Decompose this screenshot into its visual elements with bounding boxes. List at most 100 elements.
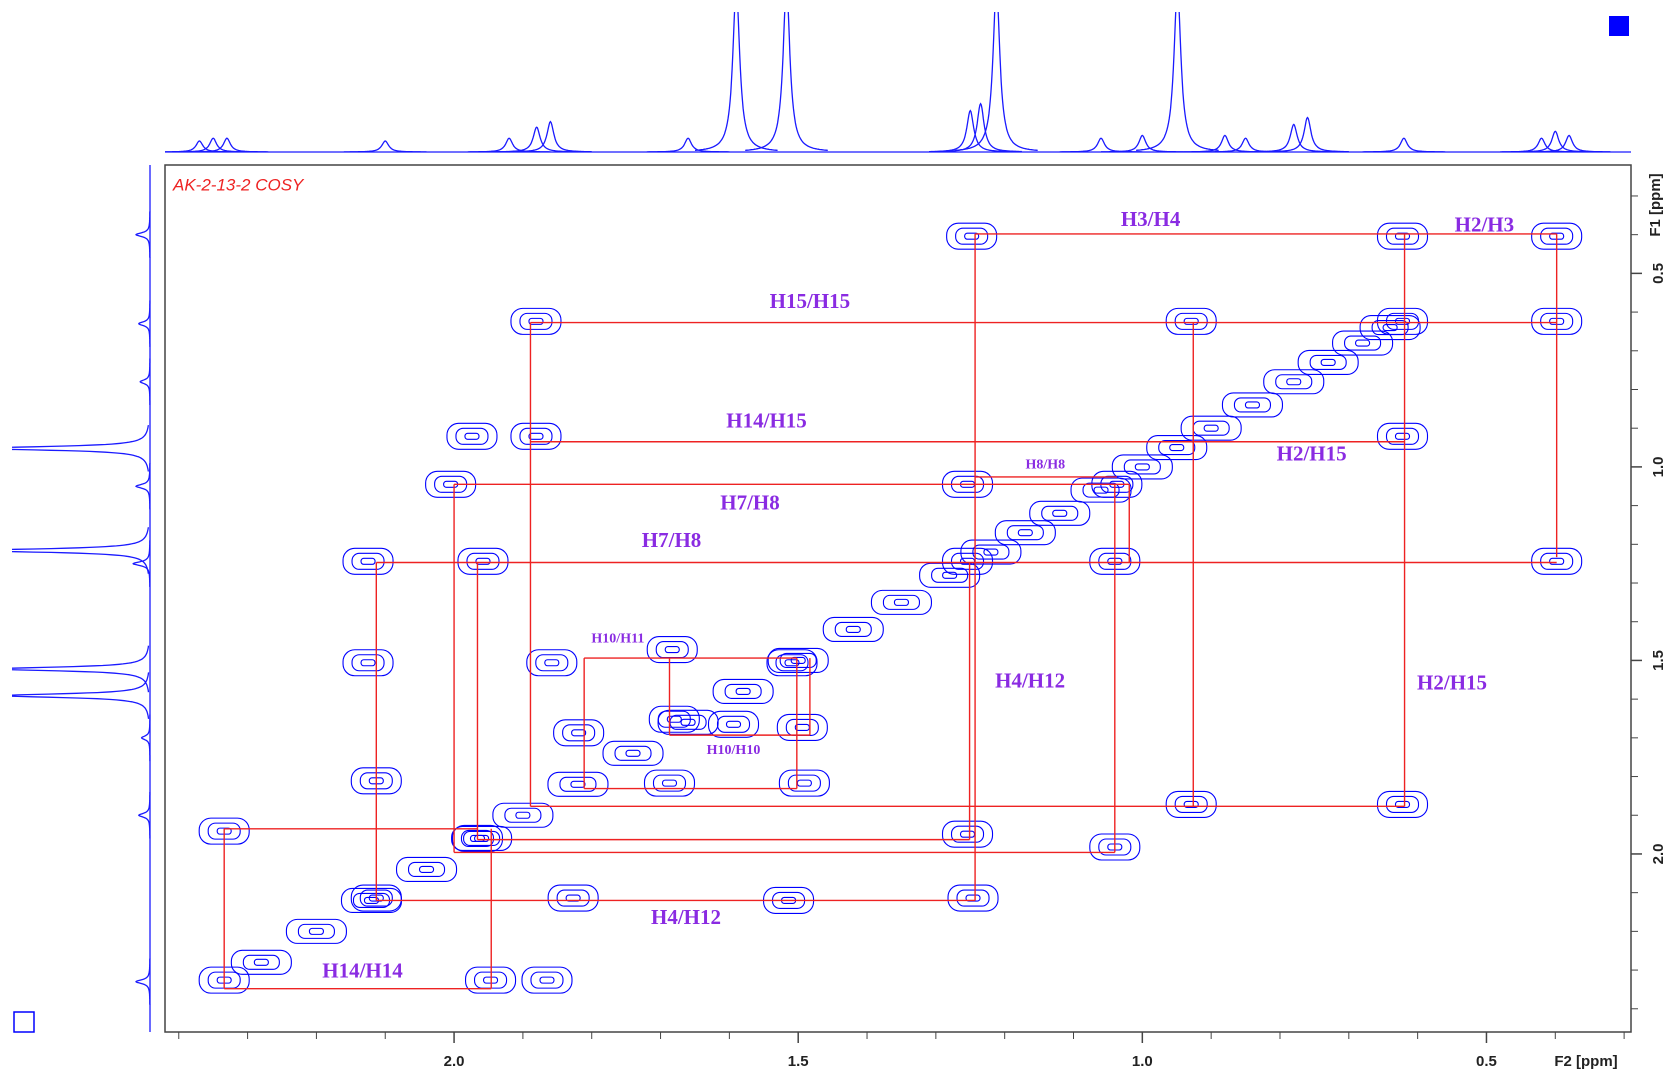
cross-peak-contour [1385,795,1420,813]
cross-peak-contour [959,830,976,838]
f1-peak [12,527,149,574]
diagonal-peak-contour [1233,397,1272,413]
cross-peak-contour [796,779,812,787]
cross-peak-contour [775,654,809,672]
diagonal-peak-contour [882,594,920,610]
f2-peak [1183,134,1267,153]
f2-peak [1362,137,1446,153]
diagonal-peak-contour [680,718,696,726]
diagonal-peak-contour [492,802,554,828]
diagonal-peak-contour [1041,505,1079,521]
annotation: H14/H15 [726,409,807,433]
diagonal-peak-contour [972,544,1010,560]
cross-peak-contour [766,649,818,677]
cross-peak-contour [950,825,985,843]
f1-peak [135,211,151,258]
cross-peak-contour [655,641,689,659]
diagonal-peak-contour [994,520,1056,546]
f2-peak [1252,123,1335,153]
f2-peak [509,120,592,153]
f1-peak [137,792,151,839]
f2-projection [165,12,1631,153]
f2-peak [343,140,427,153]
cross-peak-contour [725,720,742,728]
diagonal-peak-contour [504,807,542,823]
diagonal-peak-contour [1017,529,1033,537]
diagonal-peak-contour [1111,454,1173,480]
cross-peak-contour [556,889,590,907]
f2-peak [955,12,1038,152]
diagonal-peak-contour [559,776,597,792]
diagonal-peak-contour [253,958,269,966]
cross-peak-contour [955,227,989,245]
cross-peak-contour [956,889,990,907]
diagonal-peak-contour [1123,459,1161,475]
cross-peak-contour [530,971,564,989]
f2-peak [165,140,241,153]
annotation: H2/H15 [1417,671,1487,695]
f2-peak [1136,12,1219,152]
diagonal-peak-contour [919,562,981,588]
x-tick-label: 2.0 [444,1053,465,1070]
annotation: H8/H8 [1025,458,1065,473]
f2-peak [171,137,255,153]
diagonal-peak-contour [870,589,932,615]
cross-peak-contour [1549,557,1565,565]
diagonal-peak-contour [1359,315,1421,341]
f1-peak [132,540,151,587]
diagonal-peak-contour [1180,415,1242,441]
cross-peak-contour [941,820,994,848]
diagonal-peak-contour [1006,525,1044,541]
cross-peak-contour [528,317,544,325]
cross-peak-contour [716,715,751,733]
cross-peak-contour [950,552,985,570]
cross-peak-contour [778,769,830,797]
diagonal-peak-contour [570,780,586,788]
x-axis-label: F2 [ppm] [1554,1053,1617,1070]
cross-peak-contour [539,976,555,984]
cross-peak-contour [661,779,678,787]
diagonal-peak-contour [463,830,501,847]
f1-peak [137,300,151,347]
cross-peak-contour [643,769,696,797]
f2-peak [1101,134,1184,153]
diagonal-peak-contour [418,865,435,873]
marker-outline [13,1011,35,1033]
diagonal-peak-contour [822,616,884,643]
annotation: H7/H8 [642,528,702,552]
cross-peak-contour [342,649,394,677]
f2-peak [1500,137,1583,153]
diagonal-peak-contour [308,927,324,935]
diagonal-peak-contour [1192,420,1230,436]
cross-peak-contour [351,552,385,570]
cross-peak-contour [526,649,578,677]
x-tick-label: 1.5 [788,1053,809,1070]
annotation: H4/H12 [995,669,1065,693]
diagonal-peak-contour [712,678,774,704]
diagonal-peak-contour [602,740,664,766]
f2-peak [1527,134,1611,153]
cross-peak-contour [1385,227,1420,245]
cross-peak-contour [947,884,999,912]
diagonal-peak-contour [931,567,969,583]
diagonal-peak-contour [451,825,513,852]
cross-peak-contour [1165,790,1217,818]
x-tick-label: 0.5 [1476,1053,1497,1070]
diagonal-peak-contour [1332,330,1394,356]
cross-peak-contour [1385,312,1420,330]
cross-peak-contour [466,552,500,570]
diagonal-peak-contour [1158,439,1196,456]
f2-peak [185,137,269,153]
annotation: H2/H3 [1455,212,1515,236]
annotation: H2/H15 [1277,441,1347,465]
diagonal-peak-contour [1286,378,1302,386]
y-tick-label: 1.0 [1650,456,1667,477]
diagonal-peak-contour [1263,369,1325,395]
diagonal-peak-contour [1203,424,1219,432]
cross-peak-contour [785,718,819,736]
cross-peak-contour [707,710,760,738]
cross-peak-contour [657,710,691,728]
cross-peak-contour [666,715,682,723]
cross-peak-contour [521,966,573,994]
